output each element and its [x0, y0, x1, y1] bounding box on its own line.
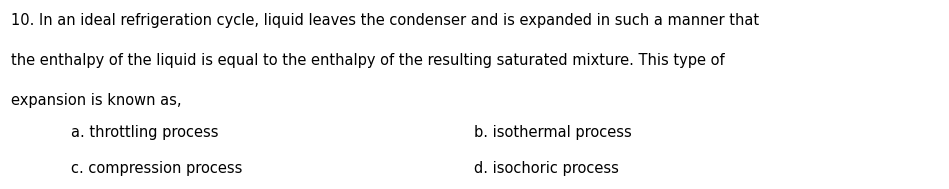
Text: c. compression process: c. compression process — [71, 161, 243, 176]
Text: a. throttling process: a. throttling process — [71, 125, 218, 140]
Text: the enthalpy of the liquid is equal to the enthalpy of the resulting saturated m: the enthalpy of the liquid is equal to t… — [11, 53, 725, 68]
Text: b. isothermal process: b. isothermal process — [474, 125, 632, 140]
Text: 10. In an ideal refrigeration cycle, liquid leaves the condenser and is expanded: 10. In an ideal refrigeration cycle, liq… — [11, 13, 759, 28]
Text: d. isochoric process: d. isochoric process — [474, 161, 620, 176]
Text: expansion is known as,: expansion is known as, — [11, 93, 182, 108]
